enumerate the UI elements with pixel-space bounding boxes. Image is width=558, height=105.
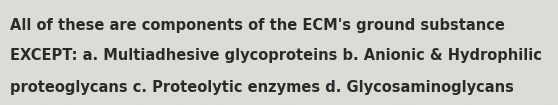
Text: EXCEPT: a. Multiadhesive glycoproteins b. Anionic & Hydrophilic: EXCEPT: a. Multiadhesive glycoproteins b… xyxy=(10,48,542,63)
Text: All of these are components of the ECM's ground substance: All of these are components of the ECM's… xyxy=(10,18,505,33)
Text: proteoglycans c. Proteolytic enzymes d. Glycosaminoglycans: proteoglycans c. Proteolytic enzymes d. … xyxy=(10,80,514,95)
